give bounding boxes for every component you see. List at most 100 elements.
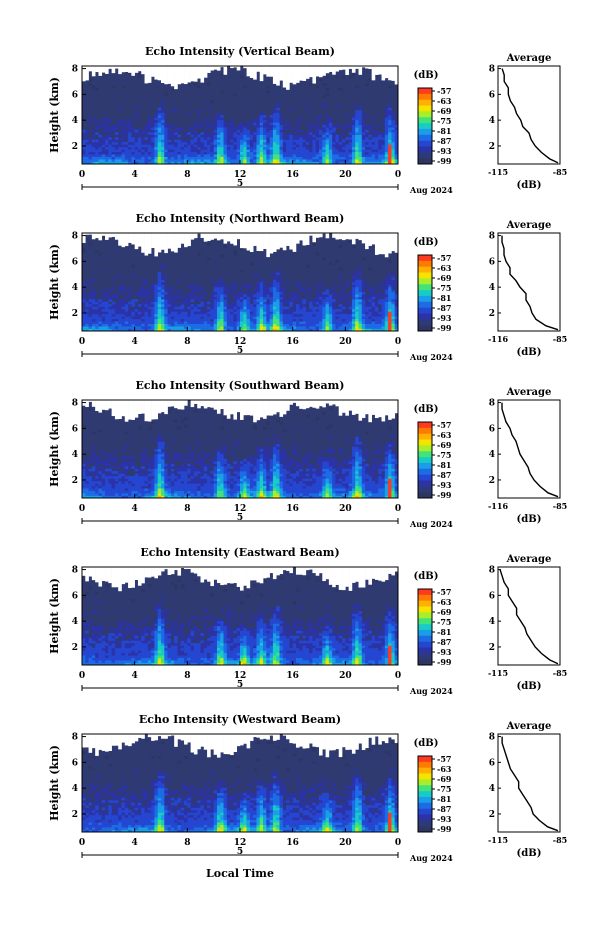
heatmap-cell	[200, 318, 205, 322]
heatmap-cell	[223, 485, 228, 489]
heatmap-cell	[338, 306, 343, 310]
heatmap-cell	[157, 139, 162, 143]
heatmap-cell	[276, 439, 280, 442]
heatmap-cell	[131, 313, 135, 317]
heatmap-cell	[210, 316, 214, 320]
heatmap-cell	[328, 161, 333, 165]
heatmap-cell	[240, 286, 244, 290]
heatmap-cell	[253, 475, 257, 479]
heatmap-cell	[253, 463, 257, 467]
heatmap-cell	[157, 129, 162, 133]
heatmap-cell	[348, 132, 353, 135]
heatmap-cell	[230, 255, 234, 258]
heatmap-cell	[91, 313, 96, 317]
heatmap-cell	[368, 154, 372, 157]
heatmap-cell	[193, 321, 198, 324]
heatmap-cell	[85, 117, 89, 121]
heatmap-cell	[203, 301, 208, 305]
heatmap-cell	[154, 291, 159, 295]
heatmap-cell	[233, 92, 238, 96]
heatmap-cell	[134, 478, 139, 482]
heatmap-cell	[233, 284, 238, 288]
heatmap-cell	[220, 159, 224, 162]
heatmap-cell	[85, 485, 89, 489]
heatmap-cell	[322, 301, 326, 305]
heatmap-cell	[161, 127, 165, 130]
heatmap-cell	[282, 316, 287, 320]
heatmap-cell	[342, 304, 346, 307]
heatmap-cell	[197, 461, 201, 464]
heatmap-cell	[213, 483, 218, 487]
heatmap-cell	[85, 156, 89, 160]
heatmap-cell	[384, 294, 389, 297]
heatmap-cell	[361, 321, 366, 324]
heatmap-cell	[361, 316, 366, 320]
heatmap-cell	[164, 318, 168, 322]
heatmap-cell	[319, 137, 323, 140]
heatmap-cell	[111, 473, 116, 477]
heatmap-cell	[144, 154, 149, 157]
heatmap-cell	[302, 289, 307, 293]
heatmap-cell	[180, 419, 185, 423]
heatmap-cell	[220, 466, 224, 469]
heatmap-cell	[256, 132, 261, 135]
panel-title: Echo Intensity (Southward Beam)	[136, 379, 345, 392]
heatmap-cell	[295, 119, 300, 123]
heatmap-gap	[230, 233, 234, 244]
heatmap-cell	[230, 301, 234, 305]
heatmap-cell	[147, 483, 152, 487]
heatmap-cell	[335, 139, 340, 143]
heatmap-cell	[134, 156, 139, 160]
heatmap-cell	[213, 294, 218, 297]
heatmap-cell	[216, 119, 221, 123]
heatmap-cell	[256, 122, 261, 126]
heatmap-cell	[177, 453, 182, 457]
heatmap-cell	[164, 485, 168, 489]
heatmap-cell	[246, 151, 251, 155]
heatmap-cell	[108, 475, 112, 479]
heatmap-cell	[233, 159, 238, 162]
heatmap-cell	[240, 291, 244, 295]
heatmap-cell	[358, 137, 363, 140]
heatmap-cell	[197, 151, 201, 155]
heatmap-cell	[253, 490, 257, 494]
heatmap-cell	[315, 85, 320, 89]
heatmap-cell	[128, 480, 132, 484]
heatmap-cell	[358, 318, 363, 322]
profile-frame	[497, 232, 561, 332]
heatmap-cell	[193, 141, 198, 145]
heatmap-cell	[286, 308, 290, 312]
heatmap-cell	[371, 141, 376, 145]
heatmap-cell	[151, 146, 155, 150]
heatmap-cell	[358, 139, 363, 143]
heatmap-cell	[282, 493, 287, 496]
heatmap-cell	[210, 321, 214, 324]
heatmap-cell	[137, 471, 142, 474]
heatmap-cell	[128, 321, 132, 324]
heatmap-cell	[319, 304, 323, 307]
heatmap-gap	[361, 66, 366, 68]
heatmap-cell	[154, 323, 159, 327]
heatmap-cell	[131, 161, 135, 165]
heatmap-cell	[230, 146, 234, 150]
heatmap-cell	[207, 321, 211, 324]
heatmap-cell	[161, 306, 165, 310]
heatmap-cell	[243, 328, 247, 332]
heatmap-cell	[384, 156, 389, 160]
heatmap-cell	[384, 139, 389, 143]
heatmap-cell	[269, 274, 274, 278]
heatmap-cell	[368, 289, 372, 293]
heatmap-cell	[167, 161, 172, 165]
heatmap-cell	[295, 318, 300, 322]
heatmap-cell	[348, 328, 353, 332]
heatmap-cell	[286, 480, 290, 484]
heatmap-cell	[240, 75, 244, 79]
heatmap-cell	[174, 326, 178, 329]
heatmap-cell	[309, 318, 313, 322]
heatmap-cell	[328, 323, 333, 327]
heatmap-cell	[282, 429, 287, 433]
heatmap-cell	[233, 495, 238, 499]
heatmap-cell	[272, 141, 277, 145]
heatmap-cell	[180, 272, 185, 275]
heatmap-cell	[161, 483, 165, 487]
